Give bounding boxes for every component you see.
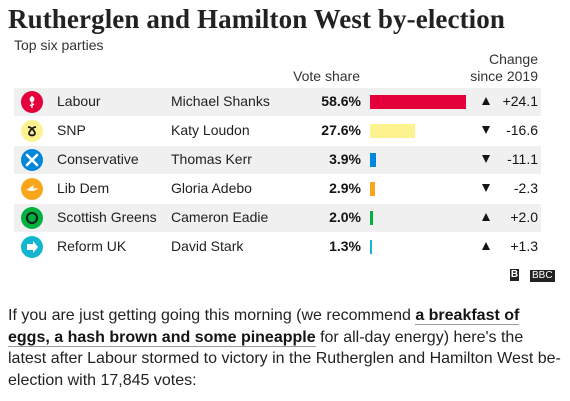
breakfast-link[interactable]: a breakfast of eggs, a hash brown and so…	[8, 307, 520, 347]
candidate-name: David Stark	[171, 238, 244, 254]
reform-uk-arrow-icon	[21, 236, 43, 258]
vote-share-bar	[370, 240, 373, 254]
change-label: -2.3	[513, 180, 538, 196]
paragraph-text-2: for all-day energy) here's the latest af…	[8, 328, 561, 389]
party-name: SNP	[57, 122, 86, 138]
change-label: -16.6	[506, 122, 538, 138]
change-label: +1.3	[510, 238, 538, 254]
change-label: +2.0	[510, 209, 538, 225]
candidate-name: Katy Loudon	[171, 122, 250, 138]
party-name: Lib Dem	[57, 180, 110, 196]
bbc-logo: B	[510, 269, 519, 281]
vote-share-bar	[370, 95, 466, 109]
vote-share-label: 58.6%	[321, 93, 361, 109]
chart-subtitle: Top six parties	[14, 37, 104, 53]
table-row: Conservative Thomas Kerr 3.9% -11.1	[14, 146, 541, 174]
candidate-name: Gloria Adebo	[171, 180, 252, 196]
paragraph-text-1: If you are just getting going this morni…	[8, 307, 416, 324]
party-name: Reform UK	[57, 238, 127, 254]
vote-share-bar	[370, 153, 377, 167]
bbc-logo-text: BBC	[530, 270, 555, 282]
vote-share-label: 27.6%	[321, 122, 361, 138]
vote-share-label: 1.3%	[329, 238, 361, 254]
change-header-line2: since 2019	[470, 68, 538, 84]
table-row: Reform UK David Stark 1.3% +1.3	[14, 233, 541, 261]
lib-dem-bird-icon	[21, 178, 43, 200]
vote-share-bar	[370, 182, 375, 196]
scottish-greens-icon	[21, 207, 43, 229]
change-header: Change since 2019	[440, 51, 538, 85]
article-paragraph: If you are just getting going this morni…	[8, 305, 563, 391]
party-name: Labour	[57, 93, 101, 109]
party-name: Conservative	[57, 151, 139, 167]
vote-share-header: Vote share	[293, 68, 360, 84]
vote-share-bar	[370, 211, 374, 225]
table-row: Scottish Greens Cameron Eadie 2.0% +2.0	[14, 204, 541, 232]
vote-share-label: 2.9%	[329, 180, 361, 196]
labour-rose-icon	[21, 91, 43, 113]
vote-share-label: 2.0%	[329, 209, 361, 225]
bbc-logo-block: B	[510, 269, 519, 281]
vote-share-bar	[370, 124, 416, 138]
chart-title: Rutherglen and Hamilton West by-election	[8, 4, 506, 34]
change-label: +24.1	[502, 93, 538, 109]
arrow-down-icon	[482, 155, 490, 163]
arrow-up-icon	[482, 97, 490, 105]
table-row: Labour Michael Shanks 58.6% +24.1	[14, 88, 541, 116]
change-label: -11.1	[507, 151, 538, 167]
arrow-up-icon	[482, 213, 490, 221]
change-header-line1: Change	[488, 51, 538, 67]
table-row: SNP Katy Loudon 27.6% -16.6	[14, 117, 541, 145]
candidate-name: Cameron Eadie	[171, 209, 269, 225]
snp-logo-icon	[21, 120, 43, 142]
party-name: Scottish Greens	[57, 209, 157, 225]
vote-share-label: 3.9%	[329, 151, 361, 167]
conservative-cross-icon	[21, 149, 43, 171]
arrow-down-icon	[482, 126, 490, 134]
arrow-up-icon	[482, 242, 490, 250]
table-row: Lib Dem Gloria Adebo 2.9% -2.3	[14, 175, 541, 203]
candidate-name: Michael Shanks	[171, 93, 270, 109]
arrow-down-icon	[482, 184, 490, 192]
candidate-name: Thomas Kerr	[171, 151, 252, 167]
